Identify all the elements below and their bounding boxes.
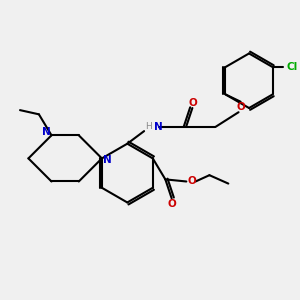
Text: N: N	[103, 155, 112, 166]
Text: Cl: Cl	[287, 62, 298, 72]
Text: N: N	[154, 122, 163, 132]
Text: O: O	[236, 102, 245, 112]
Text: O: O	[187, 176, 196, 187]
Text: O: O	[188, 98, 197, 108]
Text: O: O	[167, 199, 176, 209]
Text: N: N	[42, 127, 50, 137]
Text: H: H	[145, 122, 152, 131]
